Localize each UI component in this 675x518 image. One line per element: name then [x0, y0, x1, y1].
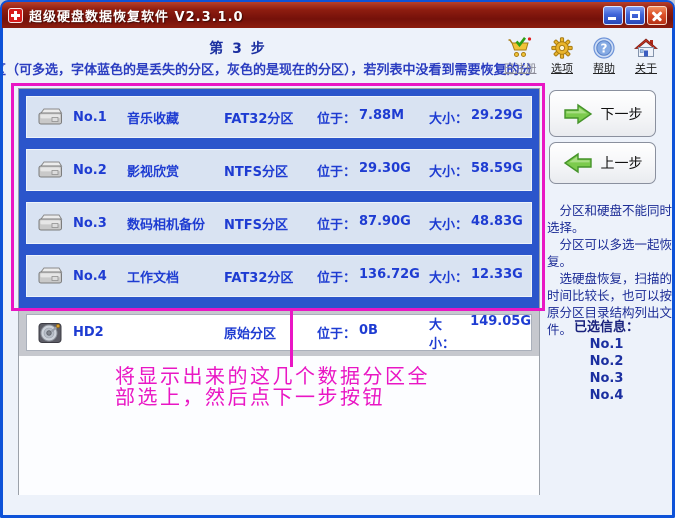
offset-value: 7.88M [359, 107, 405, 123]
disk-row-hd2[interactable]: HD2 原始分区 位于： 0B 大小： 149.05G [26, 313, 532, 352]
offset-label: 位于： [317, 111, 357, 127]
hint-line: 分区可以多选一起恢复。 [547, 237, 673, 269]
drive-icon [38, 267, 63, 284]
size-label: 大小： [429, 111, 469, 127]
arrow-left-icon [563, 152, 592, 174]
arrow-right-icon [563, 103, 592, 124]
partition-type: FAT32分区 [224, 111, 294, 127]
hint-line: 选硬盘恢复，扫描的时间比较长，也可以按原分区目录结构列出文件。 [547, 271, 673, 337]
offset-value: 0B [359, 323, 378, 338]
selected-item: No.1 [589, 337, 624, 352]
toolbar-registered[interactable]: 已注册 [502, 37, 538, 76]
step-title: 第 3 步 [209, 41, 267, 57]
selected-info: 已选信息： No.1 No.2 No.3 No.4 [543, 319, 670, 404]
offset-label: 位于： [317, 164, 357, 180]
size-value: 48.83G [471, 213, 523, 229]
partition-name: 音乐收藏 [127, 111, 180, 127]
disk-type: 原始分区 [224, 327, 277, 342]
size-value: 149.05G [470, 313, 531, 329]
partition-type: NTFS分区 [224, 164, 288, 180]
empty-list-area [19, 356, 539, 495]
offset-value: 29.30G [359, 160, 411, 176]
toolbar-registered-label: 已注册 [503, 62, 537, 75]
maximize-icon [630, 10, 640, 20]
app-icon [8, 7, 23, 23]
offset-label: 位于： [317, 270, 357, 286]
gear-icon [551, 37, 573, 59]
disk-id: HD2 [73, 325, 104, 340]
partition-id: No.4 [73, 268, 107, 284]
partition-name: 数码相机备份 [127, 217, 206, 233]
minimize-icon [608, 16, 616, 20]
toolbar-options[interactable]: 选项 [544, 37, 580, 76]
partition-name: 影视欣赏 [127, 164, 180, 180]
partition-row-2[interactable]: No.2 影视欣赏 NTFS分区 位于： 29.30G 大小： 58.59G [26, 149, 532, 191]
instruction-text: 区（可多选，字体蓝色的是丢失的分区，灰色的是现在的分区），若列表中没看到需要恢复… [3, 63, 531, 77]
prev-step-button[interactable]: 上一步 [549, 142, 656, 184]
partition-id: No.1 [73, 109, 107, 125]
drive-icon [38, 214, 63, 231]
partition-type: FAT32分区 [224, 270, 294, 286]
toolbar-help[interactable]: ? 帮助 [586, 37, 622, 76]
size-label: 大小： [429, 270, 469, 286]
window-title: 超级硬盘数据恢复软件 V2.3.1.0 [29, 9, 244, 25]
window-body: 第 3 步 区（可多选，字体蓝色的是丢失的分区，灰色的是现在的分区），若列表中没… [0, 28, 675, 518]
hint-line: 分区和硬盘不能同时选择。 [547, 203, 673, 235]
minimize-button[interactable] [603, 5, 623, 25]
partition-row-1[interactable]: No.1 音乐收藏 FAT32分区 位于： 7.88M 大小： 29.29G [26, 96, 532, 138]
partition-name: 工作文档 [127, 270, 180, 286]
drive-icon [38, 161, 63, 178]
selected-item: No.4 [589, 388, 624, 403]
partition-row-3[interactable]: No.3 数码相机备份 NTFS分区 位于： 87.90G 大小： 48.83G [26, 202, 532, 244]
next-step-label: 下一步 [600, 106, 643, 123]
cart-check-icon [508, 37, 532, 57]
drive-icon [38, 108, 63, 125]
hdd-icon [38, 322, 62, 343]
current-disk-section: HD2 原始分区 位于： 0B 大小： 149.05G [19, 309, 539, 356]
toolbar-options-label: 选项 [551, 62, 573, 75]
toolbar: 已注册 选项 [502, 37, 664, 76]
partition-type: NTFS分区 [224, 217, 288, 233]
titlebar[interactable]: 超级硬盘数据恢复软件 V2.3.1.0 [0, 0, 675, 28]
svg-text:?: ? [601, 42, 608, 56]
size-value: 29.29G [471, 107, 523, 123]
partition-list-panel: No.1 音乐收藏 FAT32分区 位于： 7.88M 大小： 29.29G No.… [18, 88, 540, 495]
size-label: 大小： [429, 164, 469, 180]
offset-value: 136.72G [359, 266, 420, 282]
selected-item: No.2 [589, 354, 624, 369]
size-value: 12.33G [471, 266, 523, 282]
home-icon [634, 38, 658, 57]
toolbar-about-label: 关于 [635, 62, 657, 75]
toolbar-about[interactable]: 关于 [628, 37, 664, 76]
selected-info-title: 已选信息： [573, 320, 639, 335]
partition-id: No.3 [73, 215, 107, 231]
partition-row-4[interactable]: No.4 工作文档 FAT32分区 位于： 136.72G 大小： 12.33G [26, 255, 532, 297]
offset-value: 87.90G [359, 213, 411, 229]
hint-text: 分区和硬盘不能同时选择。 分区可以多选一起恢复。 选硬盘恢复，扫描的时间比较长，… [547, 202, 675, 338]
lost-partitions-section: No.1 音乐收藏 FAT32分区 位于： 7.88M 大小： 29.29G No.… [19, 89, 539, 309]
offset-label: 位于： [317, 217, 357, 233]
offset-label: 位于： [317, 327, 357, 342]
maximize-button[interactable] [625, 5, 645, 25]
toolbar-help-label: 帮助 [593, 62, 615, 75]
prev-step-label: 上一步 [600, 156, 643, 172]
help-icon: ? [593, 37, 615, 59]
size-label: 大小： [429, 317, 456, 352]
partition-id: No.2 [73, 162, 107, 178]
selected-item: No.3 [589, 371, 624, 386]
next-step-button[interactable]: 下一步 [549, 90, 656, 137]
size-label: 大小： [429, 217, 469, 233]
size-value: 58.59G [471, 160, 523, 176]
close-button[interactable] [647, 5, 667, 25]
